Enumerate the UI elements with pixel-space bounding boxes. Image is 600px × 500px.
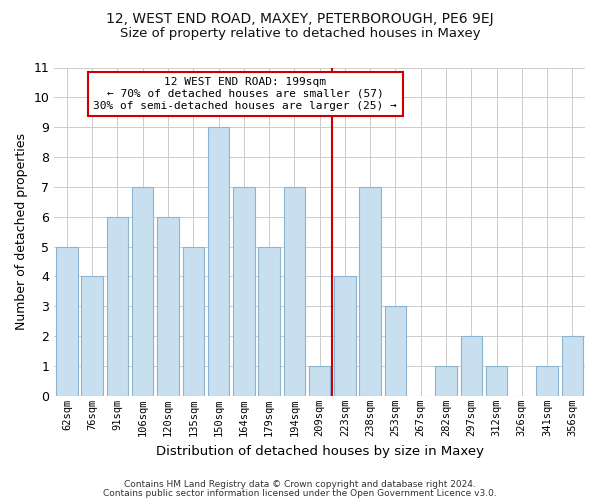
Bar (132, 187, 154, 396)
Bar (259, 246, 280, 396)
Text: Contains public sector information licensed under the Open Government Licence v3: Contains public sector information licen… (103, 488, 497, 498)
Text: Size of property relative to detached houses in Maxey: Size of property relative to detached ho… (119, 28, 481, 40)
Bar (284, 187, 305, 396)
Bar (56, 246, 77, 396)
Bar (157, 217, 179, 396)
Text: 12, WEST END ROAD, MAXEY, PETERBOROUGH, PE6 9EJ: 12, WEST END ROAD, MAXEY, PETERBOROUGH, … (106, 12, 494, 26)
Bar (182, 246, 204, 396)
Bar (359, 187, 381, 396)
Text: 12 WEST END ROAD: 199sqm
← 70% of detached houses are smaller (57)
30% of semi-d: 12 WEST END ROAD: 199sqm ← 70% of detach… (94, 78, 397, 110)
Bar (107, 217, 128, 396)
Text: Contains HM Land Registry data © Crown copyright and database right 2024.: Contains HM Land Registry data © Crown c… (124, 480, 476, 489)
Bar (309, 366, 331, 396)
Bar (233, 187, 254, 396)
Bar (536, 366, 558, 396)
Bar (82, 276, 103, 396)
Bar (334, 276, 356, 396)
Bar (385, 306, 406, 396)
X-axis label: Distribution of detached houses by size in Maxey: Distribution of detached houses by size … (155, 444, 484, 458)
Bar (208, 127, 229, 396)
Bar (562, 336, 583, 396)
Bar (461, 336, 482, 396)
Bar (486, 366, 507, 396)
Y-axis label: Number of detached properties: Number of detached properties (15, 133, 28, 330)
Bar (435, 366, 457, 396)
